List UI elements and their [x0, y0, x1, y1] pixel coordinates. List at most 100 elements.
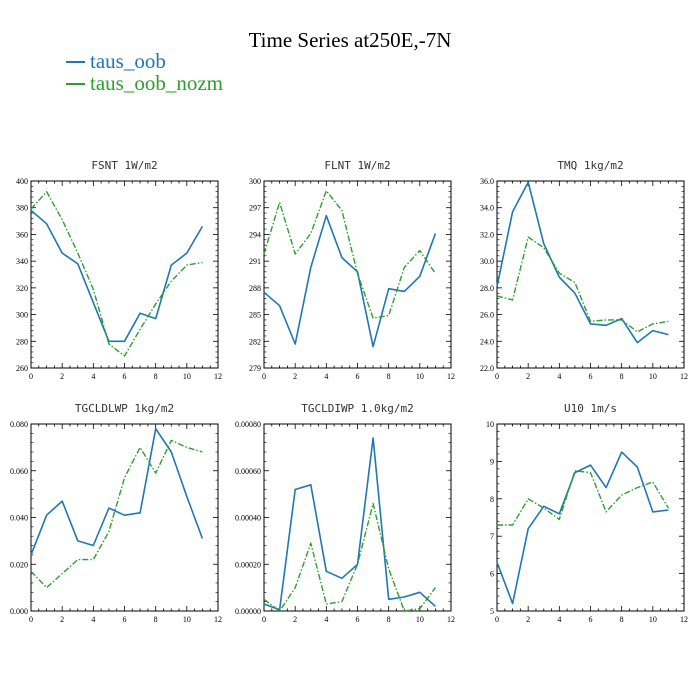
y-tick-label: 34.0 — [480, 204, 494, 213]
series-line-taus-oob — [496, 451, 669, 605]
x-tick-label: 0 — [495, 372, 499, 381]
y-tick-label: 291 — [249, 257, 261, 266]
series-line-taus-oob-nozm — [496, 236, 669, 333]
x-tick-label: 12 — [680, 372, 688, 381]
y-tick-label: 26.0 — [480, 311, 494, 320]
x-tick-label: 6 — [123, 615, 127, 624]
x-tick-label: 12 — [447, 615, 455, 624]
x-tick-label: 10 — [183, 615, 191, 624]
x-tick-label: 0 — [262, 372, 266, 381]
x-tick-label: 4 — [557, 372, 561, 381]
x-tick-label: 6 — [589, 372, 593, 381]
legend-label-taus-oob: taus_oob — [90, 49, 166, 73]
chart-title: U10 1m/s — [564, 402, 617, 415]
chart-title: FLNT 1W/m2 — [324, 159, 390, 172]
chart-panel-3: TGCLDLWP 1kg/m2 0 2 4 6 8 10 12 0.000 0.020 0.040 0… — [10, 402, 222, 624]
x-tick-label: 8 — [154, 372, 158, 381]
y-tick-label: 7 — [490, 532, 494, 541]
series-line-taus-oob-nozm — [30, 439, 203, 589]
x-tick-label: 12 — [447, 372, 455, 381]
x-tick-label: 4 — [324, 372, 328, 381]
x-tick-label: 10 — [649, 615, 657, 624]
chart-panel-4: TGCLDIWP 1.0kg/m2 0 2 4 6 8 10 12 0.00000 0.00020… — [235, 402, 455, 624]
x-tick-label: 6 — [123, 372, 127, 381]
y-tick-label: 320 — [16, 284, 28, 293]
y-tick-label: 0.020 — [10, 560, 28, 569]
x-tick-label: 8 — [620, 372, 624, 381]
y-tick-label: 280 — [16, 337, 28, 346]
y-tick-label: 10 — [486, 420, 494, 429]
x-tick-label: 0 — [262, 615, 266, 624]
y-tick-label: 36.0 — [480, 177, 494, 186]
x-tick-label: 2 — [526, 615, 530, 624]
y-tick-label: 288 — [249, 284, 261, 293]
y-tick-label: 400 — [16, 177, 28, 186]
x-tick-label: 6 — [589, 615, 593, 624]
chart-title: TGCLDLWP 1kg/m2 — [75, 402, 174, 415]
y-tick-label: 380 — [16, 204, 28, 213]
y-tick-label: 30.0 — [480, 257, 494, 266]
chart-panel-0: FSNT 1W/m2 0 2 4 6 8 10 12 260 280 300 320 340 360 380… — [16, 159, 222, 381]
chart-panel-2: TMQ 1kg/m2 0 2 4 6 8 10 12 22.0 24.0 26.0 28.0 30.0 3… — [480, 159, 688, 381]
x-tick-label: 8 — [154, 615, 158, 624]
y-tick-label: 0.00060 — [235, 467, 261, 476]
y-tick-label: 8 — [490, 495, 494, 504]
y-tick-label: 279 — [249, 364, 261, 373]
plot-frame — [30, 423, 219, 612]
chart-title: TGCLDIWP 1.0kg/m2 — [301, 402, 414, 415]
y-tick-label: 0.00020 — [235, 560, 261, 569]
x-tick-label: 10 — [416, 615, 424, 624]
series-line-taus-oob — [263, 214, 437, 348]
x-tick-label: 4 — [91, 372, 95, 381]
plot-frame — [496, 423, 685, 612]
series-line-taus-oob — [30, 209, 204, 343]
series-line-taus-oob-nozm — [263, 190, 436, 319]
series-line-taus-oob-nozm — [30, 190, 203, 357]
x-tick-label: 10 — [416, 372, 424, 381]
x-tick-label: 6 — [356, 615, 360, 624]
x-tick-label: 8 — [387, 615, 391, 624]
y-tick-label: 300 — [16, 311, 28, 320]
x-tick-label: 12 — [680, 615, 688, 624]
x-tick-label: 0 — [29, 372, 33, 381]
series-line-taus-oob-nozm — [263, 502, 436, 612]
y-tick-label: 282 — [249, 337, 261, 346]
x-tick-label: 2 — [293, 372, 297, 381]
x-tick-label: 0 — [29, 615, 33, 624]
x-tick-label: 0 — [495, 615, 499, 624]
y-tick-label: 0.00040 — [235, 514, 261, 523]
x-tick-label: 4 — [91, 615, 95, 624]
legend-swatch-taus-oob — [66, 61, 85, 63]
figure-title: Time Series at250E,-7N — [248, 28, 452, 52]
x-tick-label: 2 — [60, 615, 64, 624]
series-line-taus-oob — [263, 437, 436, 611]
chart-title: FSNT 1W/m2 — [91, 159, 157, 172]
series-line-taus-oob — [30, 427, 204, 556]
y-tick-label: 294 — [249, 230, 261, 239]
plot-frame — [496, 180, 685, 369]
y-tick-label: 300 — [249, 177, 261, 186]
y-tick-label: 0.040 — [10, 514, 28, 523]
y-tick-label: 22.0 — [480, 364, 494, 373]
x-tick-label: 10 — [183, 372, 191, 381]
x-tick-label: 12 — [214, 372, 222, 381]
y-tick-label: 5 — [490, 607, 494, 616]
y-tick-label: 340 — [16, 257, 28, 266]
x-tick-label: 2 — [60, 372, 64, 381]
x-tick-label: 8 — [620, 615, 624, 624]
y-tick-label: 0.00000 — [235, 607, 261, 616]
y-tick-label: 28.0 — [480, 284, 494, 293]
series-line-taus-oob-nozm — [497, 470, 670, 526]
x-tick-label: 12 — [214, 615, 222, 624]
y-tick-label: 6 — [490, 570, 494, 579]
y-tick-label: 32.0 — [480, 230, 494, 239]
legend-label-taus-oob-nozm: taus_oob_nozm — [90, 71, 223, 95]
y-tick-label: 260 — [16, 364, 28, 373]
y-tick-label: 285 — [249, 311, 261, 320]
y-tick-label: 24.0 — [480, 337, 494, 346]
y-tick-label: 0.060 — [10, 467, 28, 476]
y-tick-label: 0.000 — [10, 607, 28, 616]
series-line-taus-oob — [496, 181, 669, 344]
y-tick-label: 360 — [16, 230, 28, 239]
